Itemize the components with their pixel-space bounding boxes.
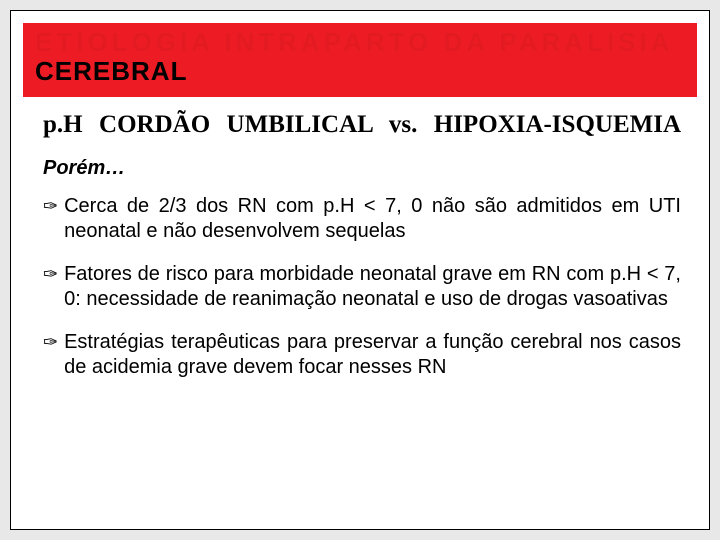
slide: ETIOLOGIA INTRAPARTO DA PARALISIA CEREBR… xyxy=(10,10,710,530)
bullet-icon: ✑ xyxy=(43,263,58,285)
content-area: p.H CORDÃO UMBILICAL vs. HIPOXIA-ISQUEMI… xyxy=(21,111,699,380)
bullet-text: Cerca de 2/3 dos RN com p.H < 7, 0 não s… xyxy=(64,194,681,244)
bullet-text: Fatores de risco para morbidade neonatal… xyxy=(64,262,681,312)
bullet-icon: ✑ xyxy=(43,331,58,353)
list-item: ✑ Estratégias terapêuticas para preserva… xyxy=(43,330,681,380)
porem-label: Porém… xyxy=(43,157,681,180)
bullet-text: Estratégias terapêuticas para preservar … xyxy=(64,330,681,380)
title-cutoff-line: ETIOLOGIA INTRAPARTO DA PARALISIA xyxy=(35,29,685,56)
subtitle: p.H CORDÃO UMBILICAL vs. HIPOXIA-ISQUEMI… xyxy=(43,111,681,139)
list-item: ✑ Fatores de risco para morbidade neonat… xyxy=(43,262,681,312)
bullet-icon: ✑ xyxy=(43,195,58,217)
list-item: ✑ Cerca de 2/3 dos RN com p.H < 7, 0 não… xyxy=(43,194,681,244)
title-visible-line: CEREBRAL xyxy=(35,56,685,87)
title-bar: ETIOLOGIA INTRAPARTO DA PARALISIA CEREBR… xyxy=(23,23,697,97)
